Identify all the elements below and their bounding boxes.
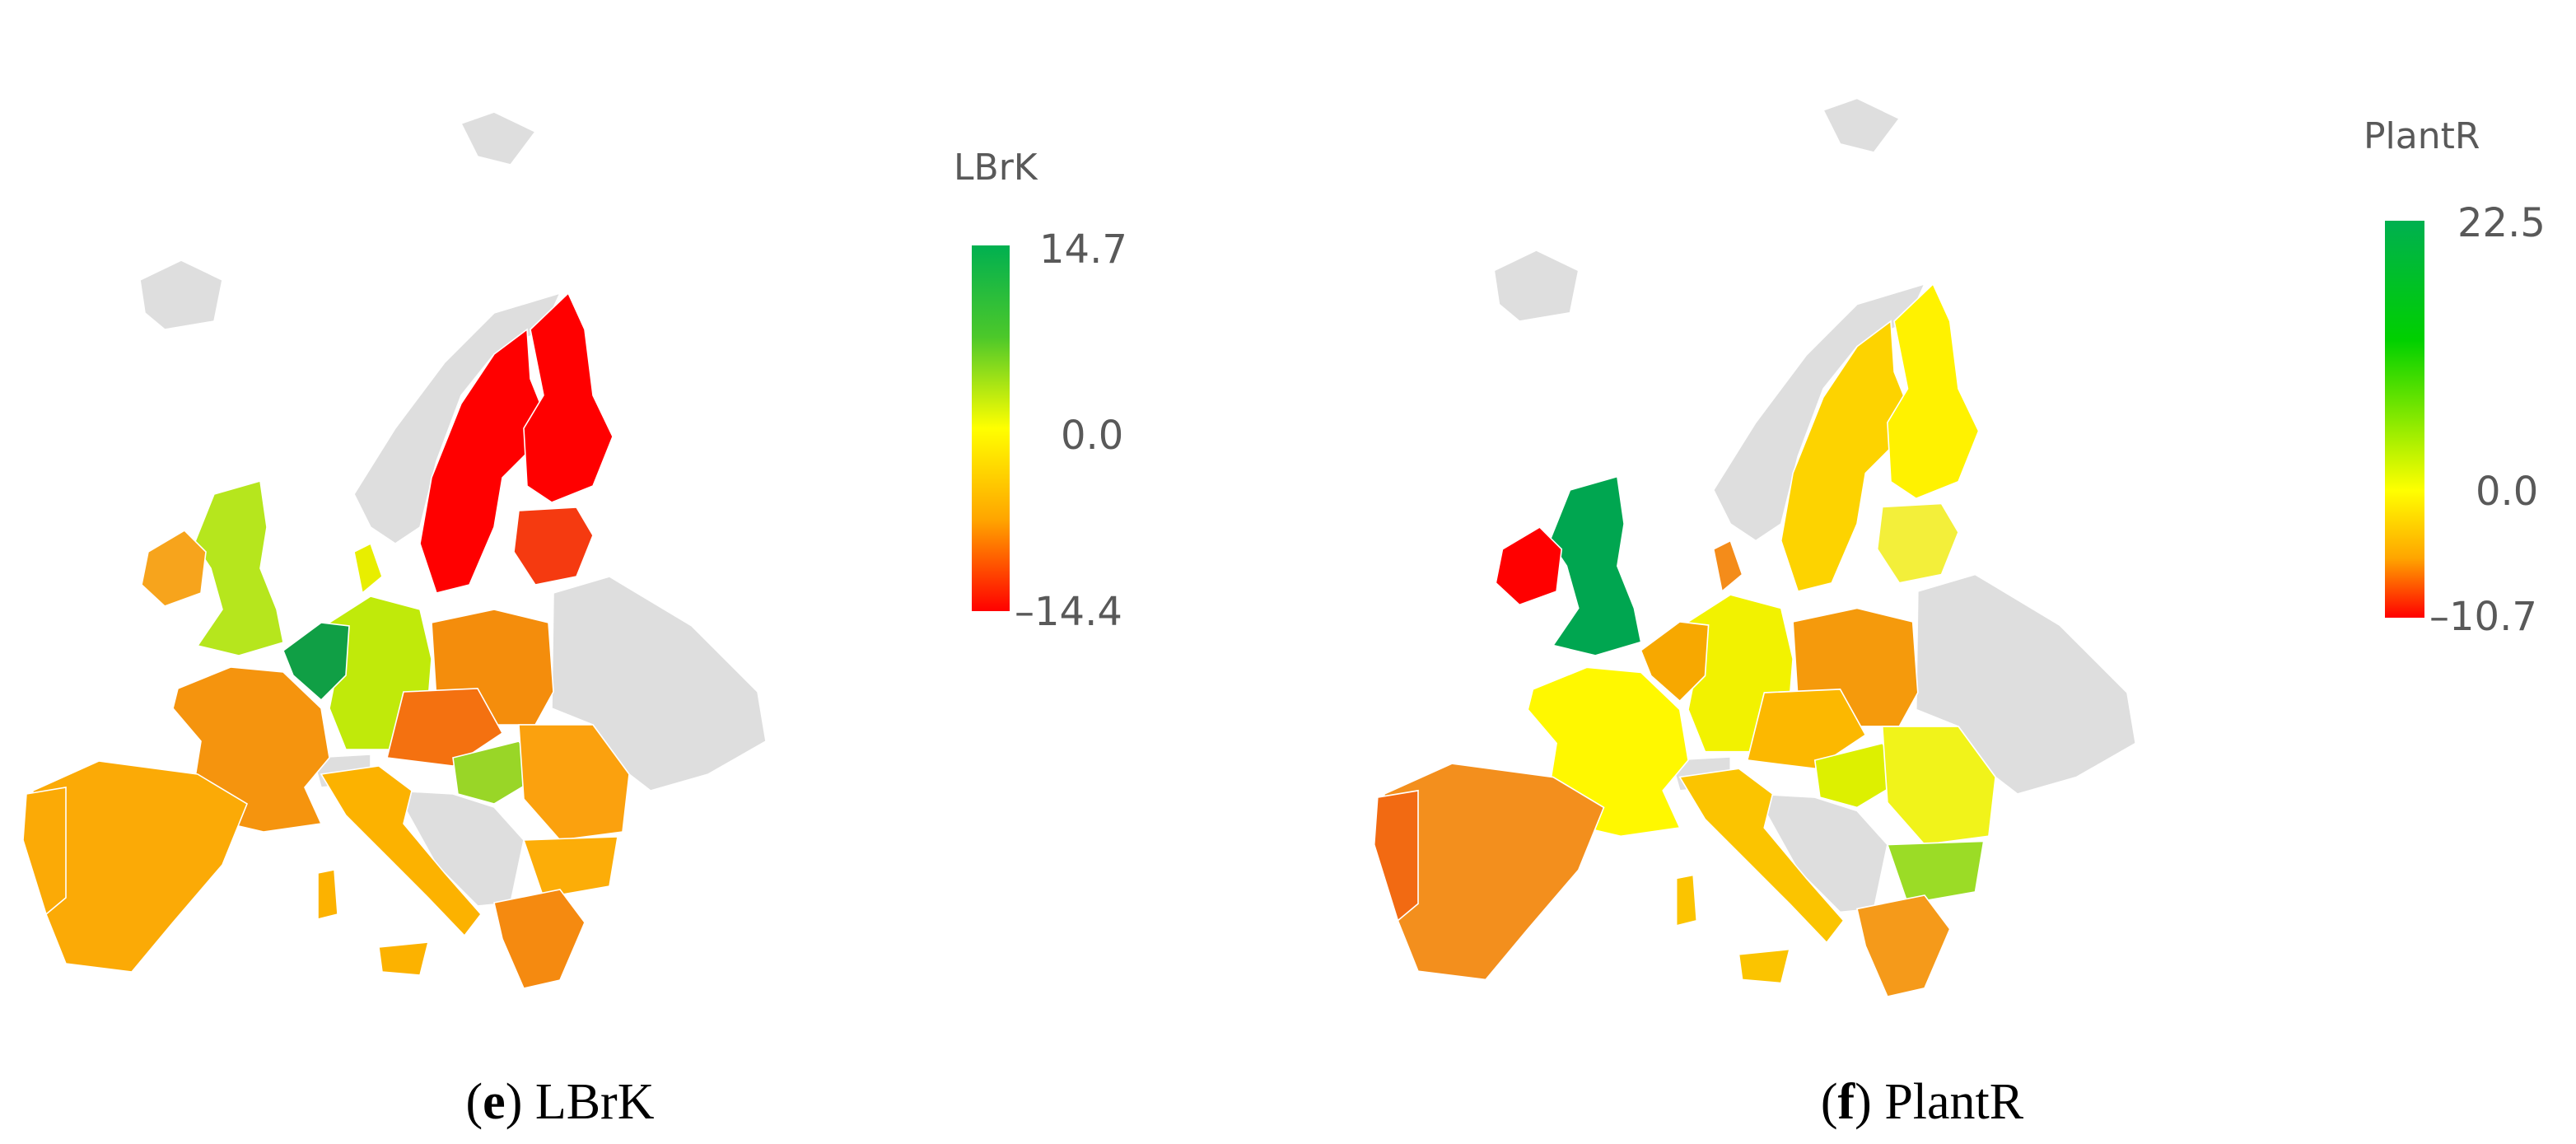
country-benelux: [282, 622, 350, 702]
country-bulgaria: [522, 836, 618, 899]
country-sicily: [1738, 948, 1791, 984]
country-iceland: [139, 259, 223, 330]
legend-label: 14.7: [1039, 226, 1127, 273]
caption-text: ) LBrK: [506, 1074, 655, 1130]
country-romania: [518, 724, 630, 841]
country-baltics: [1876, 502, 1959, 584]
legend-title: PlantR: [2364, 115, 2480, 157]
country-ireland: [1495, 526, 1563, 606]
color-scale: [972, 245, 1010, 611]
map-left: [22, 111, 767, 989]
caption-open: (: [1821, 1074, 1838, 1130]
caption-text: ) PlantR: [1855, 1074, 2024, 1130]
caption-letter: e: [483, 1074, 506, 1130]
legend-label: 22.5: [2457, 200, 2546, 246]
country-portugal: [1373, 789, 1419, 922]
caption-open: (: [466, 1074, 483, 1130]
legend-label: –10.7: [2429, 594, 2537, 640]
map-right: [1373, 97, 2137, 997]
country-denmark: [1712, 539, 1743, 593]
legend-label: –14.4: [1015, 589, 1122, 635]
caption: (f) PlantR: [1821, 1074, 2024, 1130]
color-scale: [2385, 221, 2424, 618]
country-greece: [1856, 894, 1951, 997]
country-central: [1746, 689, 1867, 770]
country-east: [1915, 573, 2137, 795]
country-bulgaria: [1886, 840, 1985, 905]
country-sicily: [378, 941, 430, 976]
country-svalbard: [1822, 97, 1901, 153]
country-benelux: [1640, 621, 1710, 703]
country-iceland: [1493, 249, 1580, 322]
country-greece: [493, 889, 586, 989]
legend-label: 0.0: [1061, 413, 1123, 459]
country-portugal: [22, 787, 67, 916]
country-italy: [1678, 768, 1845, 944]
legend-label: 0.0: [2476, 469, 2538, 515]
country-finland: [1887, 282, 1980, 500]
country-svalbard: [460, 111, 537, 166]
country-ireland: [141, 529, 207, 607]
country-baltics: [513, 507, 594, 586]
country-italy: [320, 765, 483, 937]
caption: (e) LBrK: [466, 1074, 655, 1130]
country-finland: [523, 292, 614, 503]
country-east: [551, 576, 767, 791]
country-denmark: [353, 542, 383, 595]
country-sardinia: [1675, 874, 1698, 927]
country-romania: [1881, 726, 1996, 846]
caption-letter: f: [1838, 1074, 1856, 1130]
legend-title: LBrK: [954, 147, 1038, 189]
country-central: [386, 688, 504, 767]
country-sardinia: [317, 869, 338, 921]
country-uk: [1548, 475, 1642, 656]
country-uk: [194, 479, 284, 656]
